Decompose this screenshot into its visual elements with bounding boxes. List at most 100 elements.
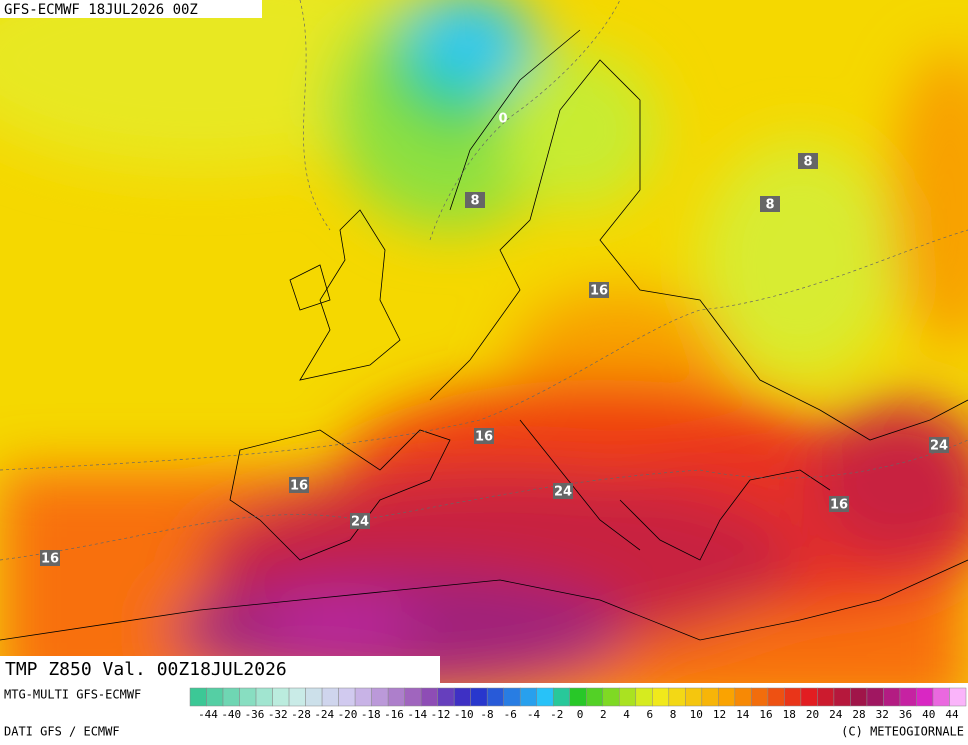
contour-label-box [350,513,370,529]
colorbar-tick-label: 24 [829,708,843,721]
colorbar-swatch [751,687,769,707]
colorbar-tick-label: 6 [646,708,653,721]
colorbar-swatch [932,687,950,707]
colorbar-swatch [371,687,389,707]
colorbar-swatch [503,687,521,707]
colorbar-swatch [685,687,703,707]
contour-label-box [798,153,818,169]
colorbar-tick-label: 4 [623,708,630,721]
isotherms [0,0,968,561]
contour-label: 16 [590,284,608,299]
contour-label-box [289,477,309,493]
contour-label-box [929,437,949,453]
contour-label-box [553,483,573,499]
colorbar-tick-label: -24 [314,708,334,721]
colorbar-tick-label: -4 [527,708,541,721]
contour-label: 16 [475,430,493,445]
colorbar-swatch [470,687,488,707]
contour-label: 24 [351,515,369,530]
colorbar-swatch [222,687,240,707]
colorbar-swatch [866,687,884,707]
contour-label: 24 [930,439,948,454]
field-label: TMP Z850 Val. 00Z18JUL2026 [5,659,287,680]
colorbar-tick-label: 28 [852,708,865,721]
colorbar-tick-label: -2 [550,708,563,721]
colorbar-swatch [701,687,719,707]
colorbar-tick-label: 0 [577,708,584,721]
contour-label: 8 [803,155,812,170]
contour-label: 0 [498,112,507,127]
colorbar-swatch [338,687,356,707]
colorbar-swatch [652,687,670,707]
contour-label-box [465,192,485,208]
colorbar-swatch [486,687,504,707]
contour-label: 24 [554,485,572,500]
colorbar-swatch [949,687,967,707]
contour-labels: 0 8 8 8 16 16 16 24 24 16 24 16 [40,112,949,567]
colorbar-swatch [536,687,554,707]
header-title: GFS-ECMWF 18JUL2026 00Z [4,2,198,18]
colorbar-tick-label: -12 [431,708,451,721]
colorbar-tick-label: 14 [736,708,750,721]
contour-label-box [40,550,60,566]
colorbar-swatch [453,687,471,707]
contour-label: 8 [765,198,774,213]
colorbar-swatch [569,687,587,707]
source-label: DATI GFS / ECMWF [4,725,120,739]
colorbar-tick-label: -14 [407,708,427,721]
colorbar-tick-label: -20 [338,708,358,721]
colorbar-swatch [833,687,851,707]
colorbar-tick-label: -18 [361,708,381,721]
header-box [0,0,262,18]
contour-label: 16 [41,552,59,567]
colorbar-swatch [519,687,537,707]
colorbar-swatch [586,687,604,707]
colorbar-swatch [899,687,917,707]
colorbar-swatch [668,687,686,707]
colorbar-swatch [321,687,339,707]
colorbar-swatch [288,687,306,707]
colorbar-swatch [305,687,323,707]
coastlines [0,29,968,641]
colorbar-swatch [883,687,901,707]
colorbar-tick-label: 8 [670,708,677,721]
colorbar-swatch [552,687,570,707]
colorbar-tick-label: 16 [759,708,772,721]
contour-label-box [829,496,849,512]
colorbar-tick-label: 32 [876,708,889,721]
colorbar-swatch [602,687,620,707]
colorbar-tick-label: -36 [245,708,265,721]
colorbar-swatch [767,687,785,707]
colorbar-swatch [189,687,207,707]
colorbar-swatch [437,687,455,707]
colorbar-swatch [420,687,438,707]
colorbar-swatch [206,687,224,707]
colorbar-swatch [635,687,653,707]
colorbar-swatch [272,687,290,707]
contour-label-box [760,196,780,212]
colorbar-tick-label: -6 [504,708,517,721]
colorbar-swatch [354,687,372,707]
colorbar-swatch [387,687,405,707]
colorbar-tick-label: 20 [806,708,819,721]
field-label-box [0,656,440,684]
contour-label: 16 [290,479,308,494]
colorbar-tick-label: -28 [291,708,311,721]
colorbar-tick-label: -16 [384,708,404,721]
colorbar-swatch [734,687,752,707]
colorbar: -44 -40 -36 -32 -28 -24 -20 -18 -16 -14 -12 -10 -8 -6… [189,687,967,721]
colorbar-swatch [817,687,835,707]
colorbar-tick-label: 18 [783,708,796,721]
colorbar-swatch [850,687,868,707]
colorbar-swatch [800,687,818,707]
colorbar-tick-label: 36 [899,708,912,721]
colorbar-tick-label: 10 [690,708,703,721]
colorbar-tick-label: 40 [922,708,935,721]
colorbar-swatch [916,687,934,707]
contour-label-box [589,282,609,298]
colorbar-tick-label: -10 [454,708,474,721]
colorbar-swatch [255,687,273,707]
model-label: MTG-MULTI GFS-ECMWF [4,688,141,702]
colorbar-swatch [784,687,802,707]
